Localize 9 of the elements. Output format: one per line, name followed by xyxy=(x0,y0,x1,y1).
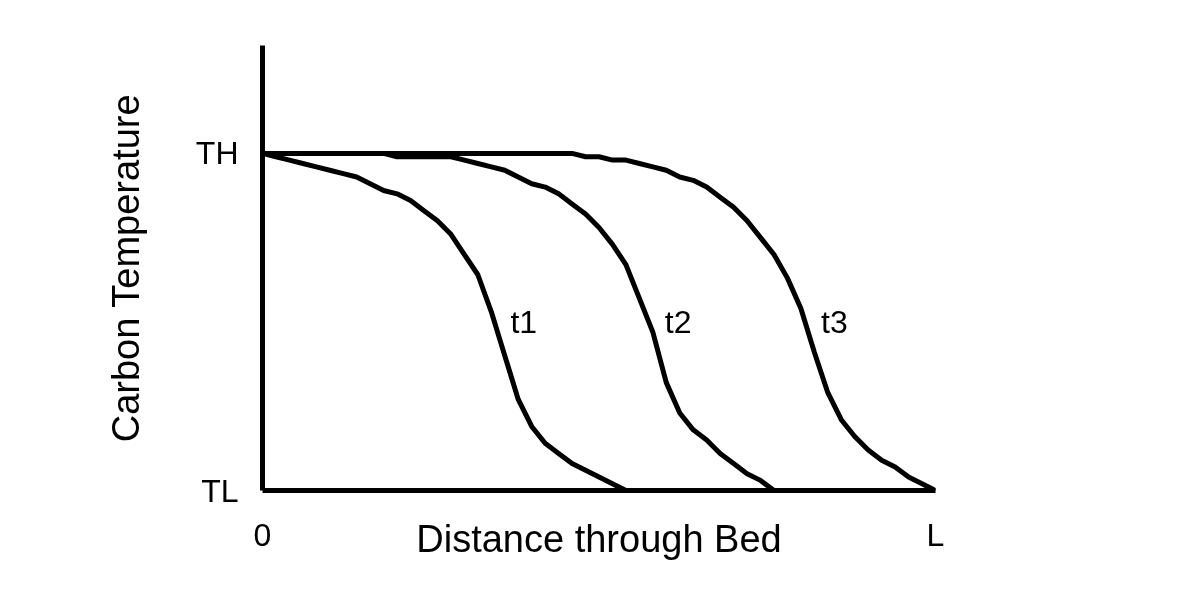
x-tick-label: L xyxy=(926,516,945,553)
series-label: t2 xyxy=(664,303,692,340)
series-label: t3 xyxy=(821,303,848,340)
y-axis-title: Carbon Temperature xyxy=(104,94,147,443)
series-label: t1 xyxy=(510,303,538,340)
x-tick-label: 0 xyxy=(253,516,272,553)
text: TH xyxy=(195,135,239,172)
x-axis-title: Distance through Bed xyxy=(416,517,782,560)
text: TL xyxy=(201,472,239,509)
